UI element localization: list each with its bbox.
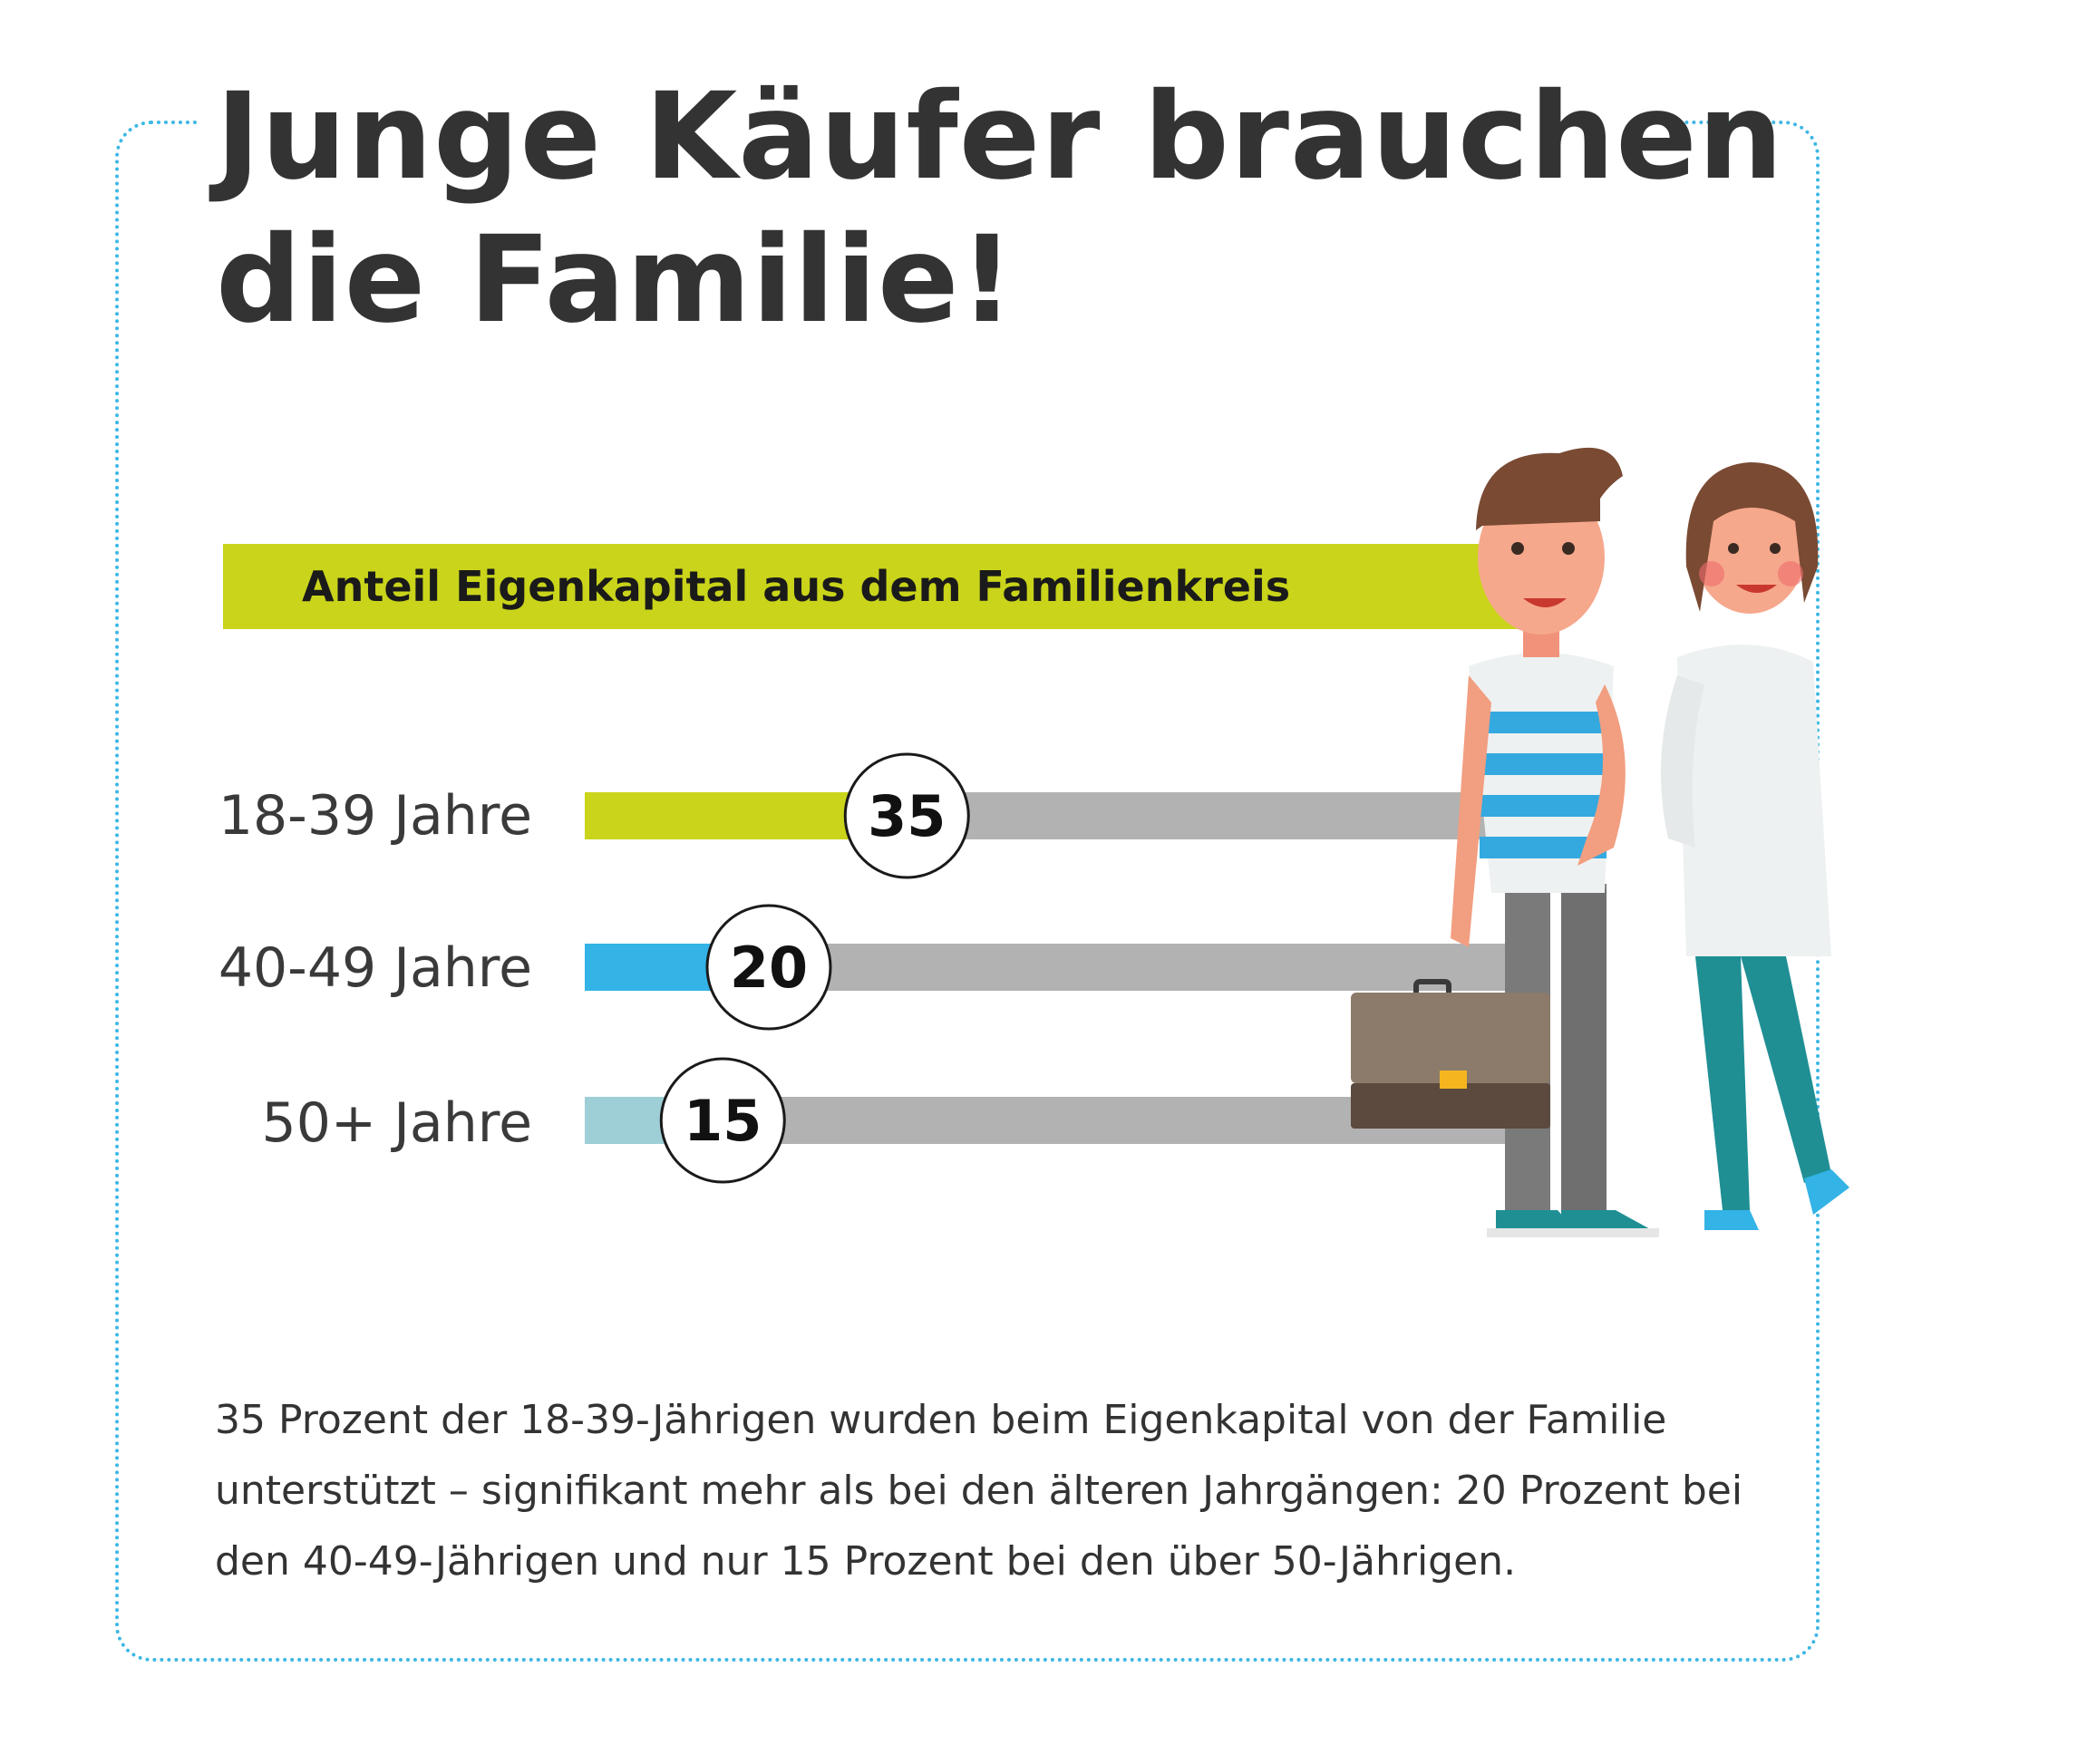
- man-illustration: [1451, 447, 1659, 1237]
- briefcase-icon: [1351, 979, 1550, 1129]
- chart-title: Anteil Eigenkapital aus dem Familienkrei…: [302, 562, 1291, 611]
- category-label-2: 50+ Jahre: [261, 1091, 532, 1155]
- value-label-1: 20: [730, 935, 808, 1001]
- title-background: [199, 63, 1650, 172]
- description-text: 35 Prozent der 18-39-Jährigen wurden bei…: [215, 1397, 1743, 1585]
- value-badge-2: [659, 1057, 786, 1184]
- value-badge-0: [843, 752, 970, 879]
- value-label-0: 35: [868, 783, 946, 849]
- value-badge-1: [705, 904, 832, 1031]
- category-label-1: 40-49 Jahre: [218, 936, 532, 1000]
- chart-title-banner: [223, 544, 1565, 629]
- page-title: Junge Käufer brauchen die Familie!: [216, 67, 1784, 350]
- category-label-0: 18-39 Jahre: [218, 784, 532, 848]
- couple-illustration: [1351, 447, 1849, 1237]
- value-label-2: 15: [684, 1088, 762, 1154]
- woman-illustration: [1661, 462, 1849, 1230]
